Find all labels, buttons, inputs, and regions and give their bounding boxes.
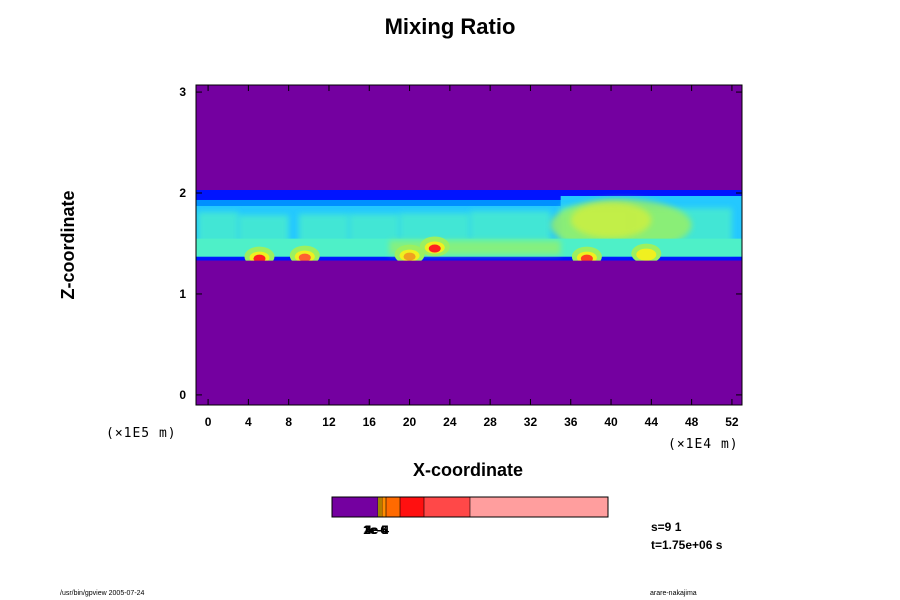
x-tick-label: 44 [645,415,659,429]
colorbar-label: 4e-4 [365,523,390,537]
x-axis-label: X-coordinate [412,460,523,480]
footer-right: arare-nakajima [650,590,697,597]
colorbar [331,496,609,518]
plot-frame [195,84,743,406]
y-tick-label: 0 [179,388,186,402]
colorbar-segment [378,497,380,517]
x-tick-label: 32 [524,415,538,429]
hotspot-core [403,252,416,261]
hotspot-core [580,254,593,263]
x-tick-label: 28 [483,415,497,429]
upper-background [196,85,742,190]
colorbar-segment [470,497,608,517]
colorbar-frame [331,496,609,518]
x-tick-label: 12 [322,415,336,429]
colorbar-label: 3e-5 [364,523,389,537]
time-label: t=1.75e+06 s [651,538,723,552]
info-panel: s=9 1 t=1.75e+06 s [651,518,722,554]
y-axis-label: Z-coordinate [58,190,78,300]
x-tick-label: 4 [245,415,252,429]
y-axis: 0 1 2 3 [179,85,742,402]
x-tick-label: 8 [285,415,292,429]
y-tick-label: 3 [179,85,186,99]
colorbar-segment [400,497,424,517]
mixing-layer [196,85,742,405]
y-unit-label: (×1E5 m) [106,426,177,441]
colorbar-segment [386,497,400,517]
x-tick-label: 20 [403,415,417,429]
x-tick-label: 24 [443,415,457,429]
x-tick-label: 36 [564,415,578,429]
hotspot-core [253,254,266,263]
hotspot-core [428,244,441,253]
x-tick-label: 40 [604,415,618,429]
x-tick-label: 16 [363,415,377,429]
hotspot-core [640,251,653,260]
x-tick-label: 48 [685,415,699,429]
colorbar-segment [424,497,470,517]
hotspot-core [298,253,311,262]
y-tick-label: 2 [179,186,186,200]
step-label: s=9 1 [651,520,682,534]
x-axis: 0 4 8 12 16 20 24 28 32 36 40 44 48 52 [205,85,739,429]
y-tick-label: 1 [179,287,186,301]
x-tick-label: 52 [725,415,739,429]
colorbar-segment [382,497,386,517]
colorbar-segment [332,497,378,517]
layer-patch-yellow [570,201,652,238]
lower-background [196,260,742,405]
colorbar-segment [380,497,382,517]
colorbar-label: 1e-6 [363,523,388,537]
chart-title: Mixing Ratio [384,14,516,39]
colorbar-label: 2e-5 [364,523,389,537]
x-tick-label: 0 [205,415,212,429]
x-unit-label: (×1E4 m) [668,437,739,452]
footer-left: /usr/bin/gpview 2005-07-24 [60,590,145,597]
